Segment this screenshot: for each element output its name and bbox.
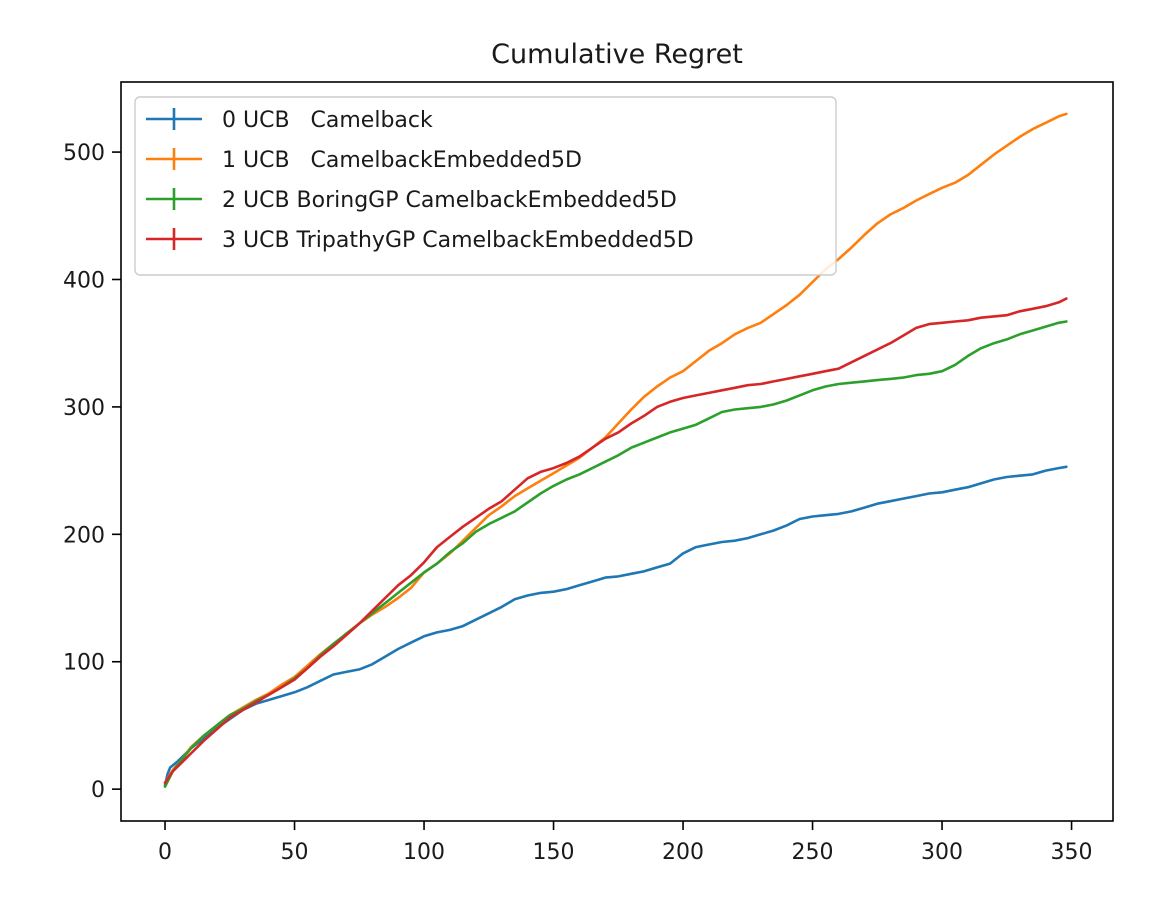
y-tick-label: 500 bbox=[63, 141, 105, 166]
chart-title: Cumulative Regret bbox=[491, 39, 743, 70]
y-tick-label: 400 bbox=[63, 268, 105, 293]
x-tick-label: 150 bbox=[533, 840, 575, 865]
legend-label: 3 UCB TripathyGP CamelbackEmbedded5D bbox=[222, 228, 694, 253]
legend-entry-1: 1 UCB CamelbackEmbedded5D bbox=[146, 148, 582, 173]
legend-entry-2: 2 UCB BoringGP CamelbackEmbedded5D bbox=[146, 188, 677, 213]
legend-label: 0 UCB Camelback bbox=[222, 108, 433, 133]
x-tick-label: 300 bbox=[921, 840, 963, 865]
legend-label: 1 UCB CamelbackEmbedded5D bbox=[222, 148, 582, 173]
y-tick-label: 200 bbox=[63, 523, 105, 548]
x-axis: 0 50 100 150 200 250 300 350 bbox=[158, 821, 1093, 865]
plot-frame bbox=[120, 81, 1114, 822]
y-tick-label: 0 bbox=[91, 778, 105, 803]
series-line-0 bbox=[163, 465, 1068, 787]
x-tick-label: 50 bbox=[281, 840, 309, 865]
series-line-1 bbox=[163, 112, 1068, 785]
x-tick-label: 250 bbox=[792, 840, 834, 865]
x-tick-label: 0 bbox=[158, 840, 172, 865]
y-tick-label: 300 bbox=[63, 396, 105, 421]
legend: 0 UCB Camelback 1 UCB CamelbackEmbedded5D… bbox=[134, 96, 837, 276]
y-axis: 0 100 200 300 400 500 bbox=[63, 141, 121, 803]
legend-label: 2 UCB BoringGP CamelbackEmbedded5D bbox=[222, 188, 677, 213]
x-tick-label: 200 bbox=[662, 840, 704, 865]
series-layer bbox=[163, 112, 1068, 788]
legend-entry-0: 0 UCB Camelback bbox=[146, 108, 433, 133]
legend-entry-3: 3 UCB TripathyGP CamelbackEmbedded5D bbox=[146, 228, 694, 253]
x-tick-label: 100 bbox=[403, 840, 445, 865]
series-line-3 bbox=[163, 297, 1068, 785]
legend-box bbox=[134, 96, 837, 276]
x-tick-label: 350 bbox=[1051, 840, 1093, 865]
y-tick-label: 100 bbox=[63, 651, 105, 676]
